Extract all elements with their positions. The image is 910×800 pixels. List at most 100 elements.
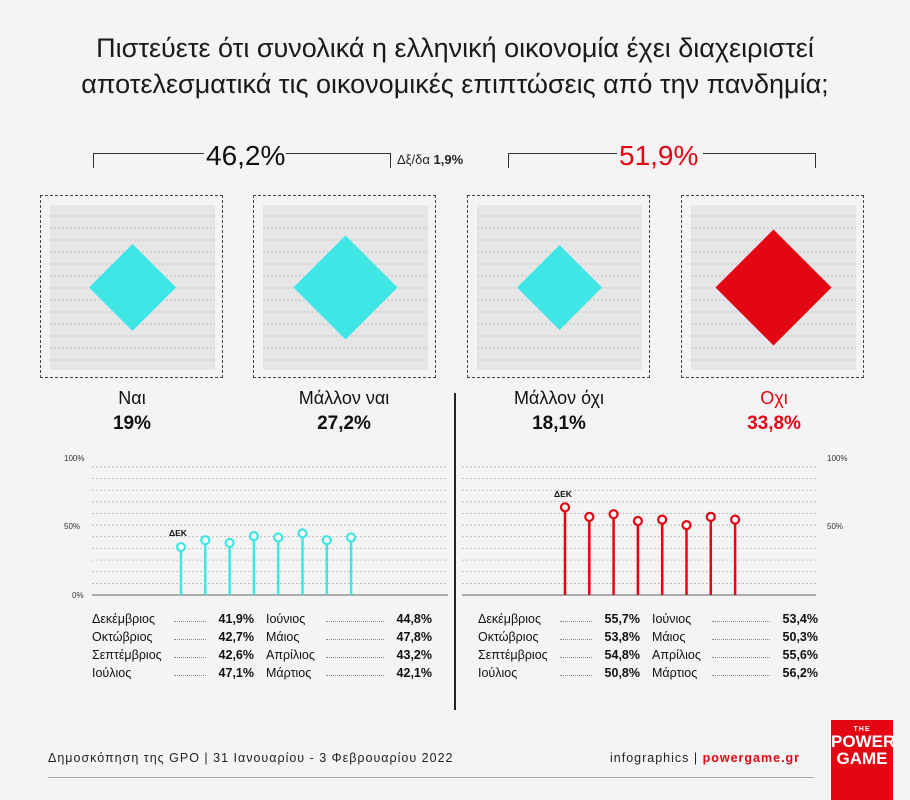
- title-line-1: Πιστεύετε ότι συνολικά η ελληνική οικονο…: [96, 33, 814, 63]
- negative-bracket-left: [508, 153, 617, 168]
- data-point: [273, 532, 284, 543]
- history-month: Μάρτιος: [652, 666, 698, 680]
- history-row: Σεπτέμβριος 54,8%: [478, 646, 648, 664]
- diamond-svg-3: [477, 205, 642, 370]
- power-game-logo: THE POWER GAME: [831, 720, 896, 800]
- history-row: Μάιος 50,3%: [652, 628, 822, 646]
- history-month: Ιούνιος: [266, 612, 306, 626]
- footer-credit: infographics | powergame.gr: [610, 751, 800, 765]
- history-leader: [712, 639, 770, 640]
- data-point: [657, 514, 668, 525]
- data-point: [632, 515, 644, 527]
- history-month: Μάιος: [652, 630, 686, 644]
- history-value: 50,8%: [604, 666, 640, 680]
- category-value-1: 19%: [112, 413, 152, 434]
- history-month: Ιούλιος: [92, 666, 132, 680]
- history-month: Μάιος: [266, 630, 300, 644]
- history-leader: [560, 657, 592, 658]
- category-label-2: Μάλλον ναι: [298, 388, 390, 408]
- undecided-label: Δξ/δα 1,9%: [397, 152, 463, 167]
- history-month: Ιούνιος: [652, 612, 692, 626]
- history-leader: [174, 639, 206, 640]
- data-point: [346, 532, 357, 543]
- chart-title: Πιστεύετε ότι συνολικά η ελληνική οικονο…: [0, 30, 910, 102]
- history-row: Ιούνιος 53,4%: [652, 610, 822, 628]
- history-leader: [560, 621, 592, 622]
- history-value: 44,8%: [396, 612, 432, 626]
- negative-bracket-right: [703, 153, 816, 168]
- history-value: 42,6%: [218, 648, 254, 662]
- diamond-box-2: [253, 195, 436, 378]
- series-negative: [559, 502, 741, 595]
- annotation-right: ΔΕΚ: [554, 489, 573, 499]
- history-row: Μάρτιος 42,1%: [266, 664, 436, 682]
- history-row: Σεπτέμβριος 42,6%: [92, 646, 262, 664]
- diamond-svg-2: [263, 205, 428, 370]
- history-row: Οκτώβριος 53,8%: [478, 628, 648, 646]
- logo-line-1: POWER: [831, 732, 896, 751]
- diamond-box-1: [40, 195, 223, 378]
- positive-bracket-left: [93, 153, 204, 168]
- history-row: Ιούνιος 44,8%: [266, 610, 436, 628]
- category-label-4: Οχι: [760, 388, 788, 408]
- logo-line-2: GAME: [836, 749, 888, 768]
- history-row: Οκτώβριος 42,7%: [92, 628, 262, 646]
- history-month: Δεκέμβριος: [92, 612, 156, 626]
- history-month: Μάρτιος: [266, 666, 312, 680]
- history-value: 42,1%: [396, 666, 432, 680]
- data-point: [321, 535, 332, 546]
- trend-chart: 100% 50% 0% 100% 50% ΔΕΚ ΔΕΚ: [64, 454, 847, 600]
- history-month: Απρίλιος: [266, 648, 315, 662]
- history-value: 53,4%: [782, 612, 818, 626]
- diamond-mark-3: [517, 245, 602, 330]
- history-leader: [712, 657, 770, 658]
- trend-grid: [92, 466, 816, 596]
- ytick-right-100: 100%: [827, 454, 847, 463]
- diamond-mark-2: [293, 235, 398, 340]
- data-point: [559, 502, 571, 513]
- data-point: [608, 509, 619, 520]
- history-leader: [326, 639, 384, 640]
- diamond-box-4: [681, 195, 864, 378]
- history-value: 53,8%: [604, 630, 640, 644]
- history-leader: [712, 621, 770, 622]
- ytick-left-100: 100%: [64, 454, 84, 463]
- history-value: 42,7%: [218, 630, 254, 644]
- category-label-1: Ναι: [118, 388, 146, 408]
- ytick-left-0: 0%: [72, 591, 84, 600]
- category-value-2: 27,2%: [317, 413, 371, 434]
- history-leader: [326, 621, 384, 622]
- history-value: 47,1%: [218, 666, 254, 680]
- diamond-svg-1: [50, 205, 215, 370]
- negative-total: 51,9%: [619, 140, 699, 171]
- data-point: [705, 511, 716, 523]
- history-row: Δεκέμβριος 55,7%: [478, 610, 648, 628]
- history-row: Απρίλιος 55,6%: [652, 646, 822, 664]
- logo-the: THE: [853, 726, 871, 733]
- history-row: Μάρτιος 56,2%: [652, 664, 822, 682]
- diamond-mark-4: [715, 229, 832, 346]
- history-leader: [326, 675, 384, 676]
- diamond-svg-4: [691, 205, 856, 370]
- category-value-4: 33,8%: [747, 413, 801, 434]
- history-value: 43,2%: [396, 648, 432, 662]
- history-leader: [560, 675, 592, 676]
- footer-brand-link[interactable]: powergame.gr: [702, 751, 801, 765]
- history-month: Οκτώβριος: [478, 630, 539, 644]
- annotation-left: ΔΕΚ: [169, 528, 188, 538]
- positive-bracket-right: [286, 153, 391, 168]
- history-leader: [174, 621, 206, 622]
- footer-source: Δημοσκόπηση της GPO | 31 Ιανουαρίου - 3 …: [48, 751, 454, 765]
- history-month: Οκτώβριος: [92, 630, 153, 644]
- history-row: Ιούλιος 50,8%: [478, 664, 648, 682]
- center-divider: [454, 393, 456, 710]
- ytick-left-50: 50%: [64, 522, 80, 531]
- ytick-right-50: 50%: [827, 522, 843, 531]
- undecided-text: Δξ/δα: [397, 152, 430, 167]
- data-point: [584, 511, 595, 523]
- data-point: [200, 535, 211, 546]
- history-leader: [712, 675, 770, 676]
- history-leader: [326, 657, 384, 658]
- history-month: Απρίλιος: [652, 648, 701, 662]
- history-leader: [174, 657, 206, 658]
